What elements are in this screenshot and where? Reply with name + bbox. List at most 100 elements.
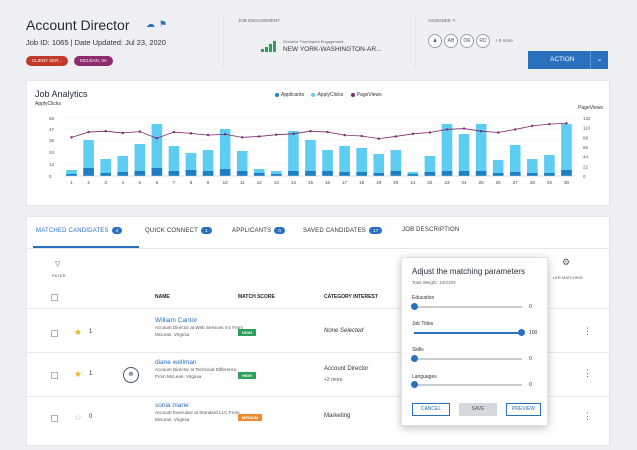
signal-bars-icon [261,40,279,52]
point-pageviews [241,136,244,139]
tab-matched-candidates[interactable]: MATCHED CANDIDATES 2 [36,227,123,234]
candidate-name-link[interactable]: diane wellman [155,359,197,366]
slider-knob[interactable] [411,355,418,362]
row-divider [27,396,611,397]
matching-settings-label[interactable]: LER MATCHING [553,275,583,280]
x-tick-label: 15 [308,180,314,185]
x-tick-label: 2 [87,180,90,185]
more-options-icon[interactable]: ⋮ [583,368,592,378]
bar-applicants [492,173,504,176]
slider-knob[interactable] [411,303,418,310]
x-tick-label: 12 [257,180,263,185]
preview-button[interactable]: PREVIEW [506,403,541,416]
column-header-name[interactable]: NAME [155,294,170,300]
action-button-label: ACTION [550,56,575,63]
point-pageviews [377,137,380,140]
star-icon[interactable]: ★ [74,369,83,379]
bar-applyclicks [83,140,94,176]
education-slider[interactable] [411,303,522,310]
tab-job-description[interactable]: JOB DESCRIPTION [402,227,460,233]
point-pageviews [531,124,534,128]
slider-value: 100 [529,330,538,336]
row-checkbox[interactable] [51,330,58,337]
point-pageviews [428,131,432,134]
tab-saved-candidates[interactable]: SAVED CANDIDATES 17 [303,227,383,234]
point-pageviews [138,130,141,133]
row-checkbox[interactable] [51,372,58,379]
bar-applyclicks [117,156,129,176]
save-button[interactable]: SAVE [459,403,497,416]
bar-applicants [202,171,214,176]
bar-applicants [117,172,129,176]
bar-applyclicks [219,129,231,176]
column-header-match-score[interactable]: MATCH SCORE [238,294,275,300]
more-options-icon[interactable]: ⋮ [583,326,592,336]
add-user-icon[interactable]: ♟ [428,34,442,48]
slider-label-languages: Languages [412,374,437,380]
tab-applicants[interactable]: APPLICANTS 0 [232,227,286,234]
action-button[interactable]: ACTION ⌄ [528,51,608,69]
select-all-checkbox[interactable] [51,294,58,301]
job-titles-slider[interactable] [414,329,525,336]
edit-icon[interactable]: ✎ [452,18,457,23]
y-right-tick-label: 88 [583,135,589,140]
legend-item[interactable]: Applicants [281,92,305,98]
bar-applyclicks [202,150,214,176]
bar-applyclicks [271,171,282,176]
category-more-link[interactable]: +2 more [324,377,343,383]
slider-knob[interactable] [411,381,418,388]
filter-label[interactable]: FILTER [52,273,66,278]
tab-badge: 2 [111,227,123,234]
candidate-name-link[interactable]: sonia marie [155,402,189,409]
y-left-tick-label: 24 [49,150,55,155]
bar-applicants [83,168,94,176]
client-service-tag[interactable]: CLIENT SER... [26,56,69,66]
x-tick-label: 16 [325,180,331,185]
bar-applicants [390,171,402,176]
column-header-category[interactable]: CATEGORY INTEREST [324,294,378,300]
more-options-icon[interactable]: ⋮ [583,411,592,421]
bar-applicants [185,170,197,176]
star-icon[interactable]: ★ [74,327,83,337]
avatar[interactable]: RD [476,34,490,48]
languages-slider[interactable] [411,381,522,388]
bar-applyclicks [151,124,163,176]
legend-item[interactable]: PageViews [356,92,382,98]
bar-applicants [253,173,265,176]
legend-item[interactable]: ApplyClicks [317,92,344,98]
chart-legend: Applicants ApplyClicks PageViews [269,92,382,98]
star-count: 1 [89,371,93,377]
chevron-down-icon[interactable]: ⌄ [590,51,608,69]
avatar[interactable]: AB [444,34,458,48]
match-score-badge: HIGH [238,329,256,336]
point-pageviews [223,133,227,136]
legend-swatch [275,92,279,97]
skills-slider[interactable] [411,355,522,362]
x-tick-label: 9 [207,180,210,185]
tab-quick-connect[interactable]: QUICK CONNECT 1 [145,227,212,234]
x-tick-label: 23 [444,180,450,185]
job-analytics-card: Job Analytics Applicants ApplyClicks Pag… [26,80,610,206]
gear-icon[interactable]: ⚙ [562,257,571,267]
row-checkbox[interactable] [51,415,58,422]
location-tag[interactable]: MCLEAN, VA [74,56,113,66]
x-tick-label: 11 [240,180,245,185]
slider-value: 0 [529,382,532,388]
bar-applicants [339,172,350,176]
flag-icon[interactable]: ⚑ [159,19,172,29]
x-tick-label: 4 [121,180,124,185]
bar-applicants [475,171,487,176]
x-tick-label: 30 [564,180,570,185]
cancel-button[interactable]: CANCEL [412,403,450,416]
avatar[interactable]: DR [460,34,474,48]
bar-applicants [134,171,146,176]
slider-knob[interactable] [518,329,525,336]
filter-icon[interactable]: ▽ [55,261,61,268]
tab-badge: 17 [369,227,383,234]
star-outline-icon[interactable]: ☆ [74,412,83,422]
bar-applyclicks [253,169,265,176]
more-assignees-link[interactable]: + 5 more [495,38,513,43]
share-icon[interactable]: ☁ [146,19,159,29]
candidate-name-link[interactable]: William Cantor [155,317,198,324]
assignee-label: ASSIGNEE ✎ [428,18,457,23]
